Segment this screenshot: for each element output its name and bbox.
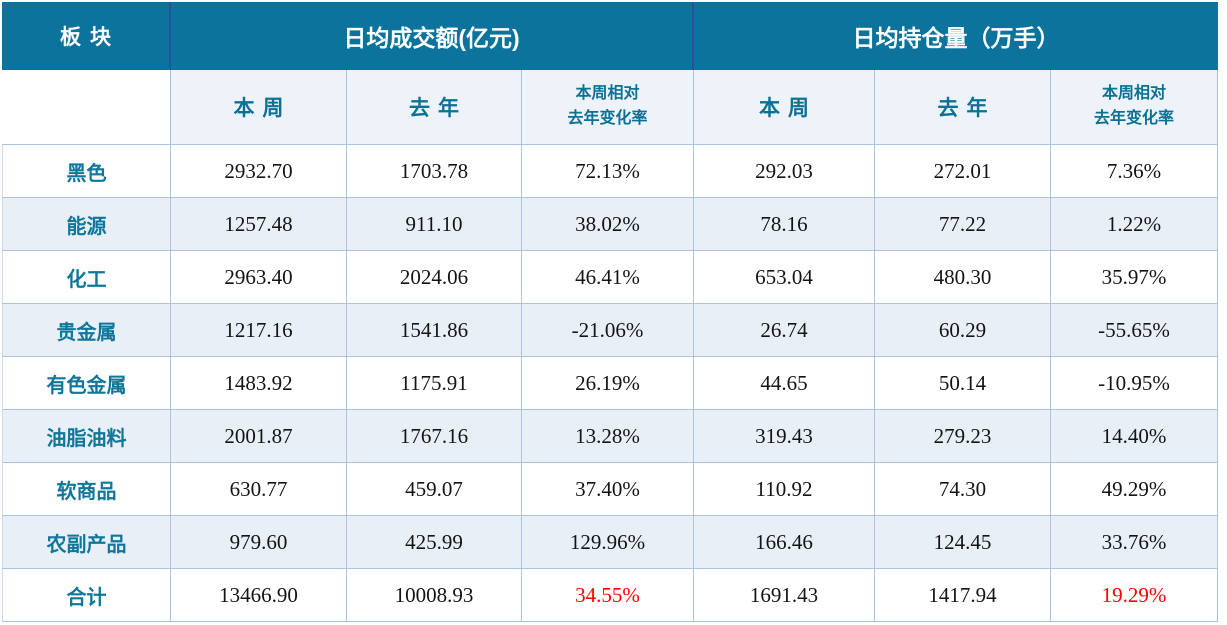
turnover-year-cell: 10008.93 [347,569,522,622]
turnover-year-cell: 911.10 [347,198,522,251]
sector-cell: 能源 [2,198,171,251]
sector-cell: 黑色 [2,145,171,198]
oi-year-cell: 60.29 [875,304,1051,357]
oi-year-cell: 1417.94 [875,569,1051,622]
turnover-change-cell: 13.28% [522,410,694,463]
change-header-line2: 去年变化率 [567,110,648,127]
group-header-turnover: 日均成交额(亿元) [171,2,694,70]
oi-year-cell: 480.30 [875,251,1051,304]
oi-week-cell: 166.46 [694,516,875,569]
oi-week-cell: 653.04 [694,251,875,304]
oi-year-cell: 77.22 [875,198,1051,251]
table-row: 有色金属 1483.92 1175.91 26.19% 44.65 50.14 … [2,357,1218,410]
turnover-week-cell: 1217.16 [171,304,347,357]
turnover-year-cell: 1703.78 [347,145,522,198]
change-header-line1: 本周相对 [575,85,640,103]
sector-cell: 贵金属 [2,304,171,357]
oi-year-cell: 279.23 [875,410,1051,463]
turnover-last-year-header: 去年 [347,70,522,145]
table-row: 软商品 630.77 459.07 37.40% 110.92 74.30 49… [2,463,1218,516]
turnover-change-cell: 129.96% [522,516,694,569]
group-header-open-interest: 日均持仓量（万手） [852,25,1060,51]
oi-change-cell: 19.29% [1051,569,1218,622]
sector-cell: 农副产品 [2,516,171,569]
oi-week-cell: 26.74 [694,304,875,357]
turnover-change-cell: 72.13% [522,145,694,198]
table-row: 化工 2963.40 2024.06 46.41% 653.04 480.30 … [2,251,1218,304]
oi-year-cell: 50.14 [875,357,1051,410]
table-row: 黑色 2932.70 1703.78 72.13% 292.03 272.01 … [2,145,1218,198]
turnover-week-cell: 630.77 [171,463,347,516]
oi-change-cell: 35.97% [1051,251,1218,304]
turnover-year-cell: 1767.16 [347,410,522,463]
oi-year-cell: 74.30 [875,463,1051,516]
turnover-year-cell: 459.07 [347,463,522,516]
turnover-change-header: 本周相对 去年变化率 [522,70,694,145]
turnover-year-cell: 425.99 [347,516,522,569]
table-header-groups: 板块 日均成交额(亿元) 日均持仓量（万手） [2,2,1218,70]
sector-cell: 软商品 [2,463,171,516]
oi-change-cell: -10.95% [1051,357,1218,410]
oi-year-cell: 124.45 [875,516,1051,569]
corner-empty-cell [2,70,171,145]
turnover-week-cell: 1257.48 [171,198,347,251]
turnover-year-cell: 2024.06 [347,251,522,304]
oi-week-header: 本周 [694,70,875,145]
oi-change-cell: 49.29% [1051,463,1218,516]
turnover-change-cell: 26.19% [522,357,694,410]
oi-change-cell: 1.22% [1051,198,1218,251]
turnover-week-header: 本周 [171,70,347,145]
sector-cell: 合计 [2,569,171,622]
turnover-week-cell: 979.60 [171,516,347,569]
change-header-line2: 去年变化率 [1093,110,1174,127]
sector-cell: 化工 [2,251,171,304]
turnover-week-cell: 2001.87 [171,410,347,463]
turnover-year-cell: 1541.86 [347,304,522,357]
oi-week-cell: 319.43 [694,410,875,463]
sector-column-header: 板块 [2,2,171,70]
oi-change-cell: 7.36% [1051,145,1218,198]
sector-cell: 有色金属 [2,357,171,410]
turnover-change-cell: -21.06% [522,304,694,357]
table-header-sub: 本周 去年 本周相对 去年变化率 本周 去年 本周相对 去年变化率 [2,70,1218,145]
table-row: 农副产品 979.60 425.99 129.96% 166.46 124.45… [2,516,1218,569]
turnover-change-cell: 46.41% [522,251,694,304]
change-header-line1: 本周相对 [1101,85,1166,103]
turnover-week-cell: 1483.92 [171,357,347,410]
oi-change-cell: 14.40% [1051,410,1218,463]
oi-change-header: 本周相对 去年变化率 [1051,70,1218,145]
turnover-change-cell: 37.40% [522,463,694,516]
table-row: 油脂油料 2001.87 1767.16 13.28% 319.43 279.2… [2,410,1218,463]
turnover-week-cell: 2932.70 [171,145,347,198]
oi-week-cell: 1691.43 [694,569,875,622]
turnover-change-cell: 34.55% [522,569,694,622]
oi-week-cell: 110.92 [694,463,875,516]
oi-change-cell: 33.76% [1051,516,1218,569]
oi-week-cell: 78.16 [694,198,875,251]
turnover-change-cell: 38.02% [522,198,694,251]
oi-last-year-header: 去年 [875,70,1051,145]
turnover-year-cell: 1175.91 [347,357,522,410]
sector-cell: 油脂油料 [2,410,171,463]
turnover-week-cell: 2963.40 [171,251,347,304]
table-row: 能源 1257.48 911.10 38.02% 78.16 77.22 1.2… [2,198,1218,251]
oi-change-cell: -55.65% [1051,304,1218,357]
oi-year-cell: 272.01 [875,145,1051,198]
oi-week-cell: 44.65 [694,357,875,410]
table-row: 贵金属 1217.16 1541.86 -21.06% 26.74 60.29 … [2,304,1218,357]
table-row-total: 合计 13466.90 10008.93 34.55% 1691.43 1417… [2,569,1218,622]
oi-week-cell: 292.03 [694,145,875,198]
turnover-week-cell: 13466.90 [171,569,347,622]
